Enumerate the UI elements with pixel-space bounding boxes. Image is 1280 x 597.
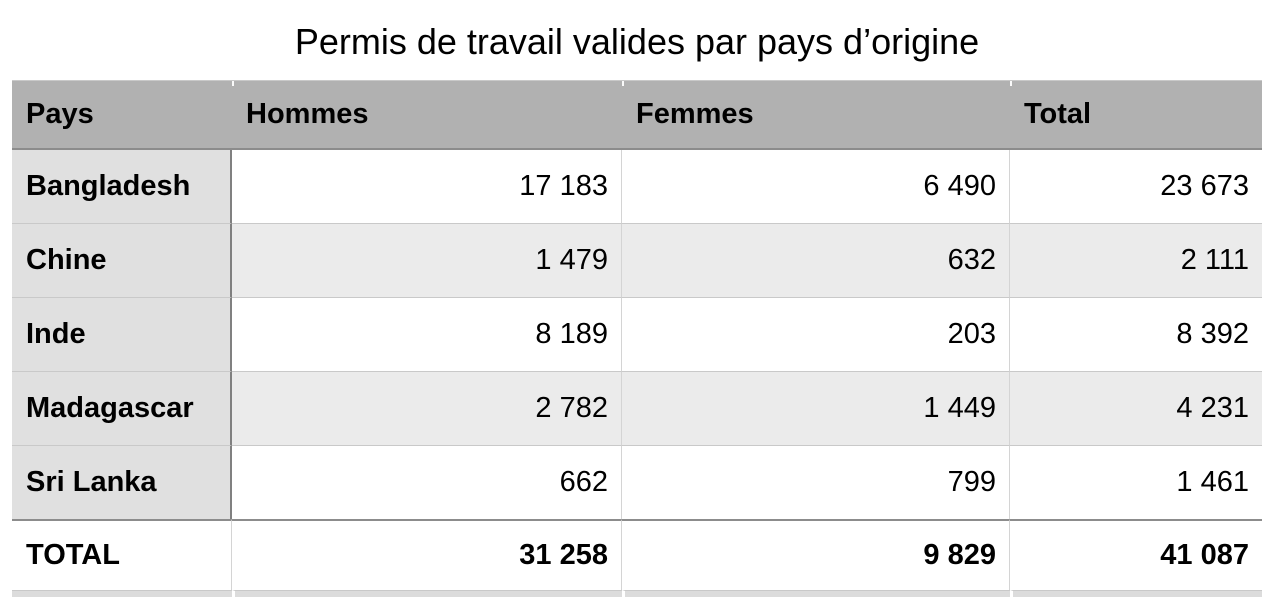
cell-total: 8 392 [1010, 298, 1262, 372]
table-row-inde: Inde 8 189 203 8 392 [12, 298, 1262, 372]
cell-total: 1 461 [1010, 446, 1262, 519]
partial-next-row [12, 590, 1262, 597]
cell-country: Chine [12, 224, 232, 298]
cell-femmes: 632 [622, 224, 1010, 298]
cell-total-total: 41 087 [1010, 519, 1262, 590]
cell-femmes: 203 [622, 298, 1010, 372]
column-header-femmes: Femmes [622, 80, 1010, 150]
cell-country: Inde [12, 298, 232, 372]
partial-cell [1010, 590, 1262, 597]
cell-hommes: 8 189 [232, 298, 622, 372]
work-permits-table: Pays Hommes Femmes Total Bangladesh 17 1… [12, 80, 1262, 597]
table-body: Bangladesh 17 183 6 490 23 673 Chine 1 4… [12, 150, 1262, 519]
cell-femmes: 1 449 [622, 372, 1010, 446]
cell-total-label: TOTAL [12, 519, 232, 590]
cell-country: Sri Lanka [12, 446, 232, 519]
cell-femmes: 6 490 [622, 150, 1010, 224]
cell-femmes: 799 [622, 446, 1010, 519]
table-row-madagascar: Madagascar 2 782 1 449 4 231 [12, 372, 1262, 446]
cell-country: Madagascar [12, 372, 232, 446]
cell-total-hommes: 31 258 [232, 519, 622, 590]
column-header-pays: Pays [12, 80, 232, 150]
table-header: Pays Hommes Femmes Total [12, 80, 1262, 150]
table-row-total: TOTAL 31 258 9 829 41 087 [12, 519, 1262, 590]
cell-total: 23 673 [1010, 150, 1262, 224]
cell-country: Bangladesh [12, 150, 232, 224]
cell-hommes: 662 [232, 446, 622, 519]
table-row-bangladesh: Bangladesh 17 183 6 490 23 673 [12, 150, 1262, 224]
partial-cell [622, 590, 1010, 597]
cell-hommes: 17 183 [232, 150, 622, 224]
cell-total: 4 231 [1010, 372, 1262, 446]
page-title: Permis de travail valides par pays d’ori… [294, 21, 980, 62]
column-header-hommes: Hommes [232, 80, 622, 150]
header-row: Pays Hommes Femmes Total [12, 80, 1262, 150]
partial-cell [12, 590, 232, 597]
cell-hommes: 1 479 [232, 224, 622, 298]
cell-total-femmes: 9 829 [622, 519, 1010, 590]
table-row-sri-lanka: Sri Lanka 662 799 1 461 [12, 446, 1262, 519]
partial-cell [232, 590, 622, 597]
cell-total: 2 111 [1010, 224, 1262, 298]
cell-hommes: 2 782 [232, 372, 622, 446]
column-header-total: Total [1010, 80, 1262, 150]
table-footer: TOTAL 31 258 9 829 41 087 [12, 519, 1262, 597]
table-row-chine: Chine 1 479 632 2 111 [12, 224, 1262, 298]
